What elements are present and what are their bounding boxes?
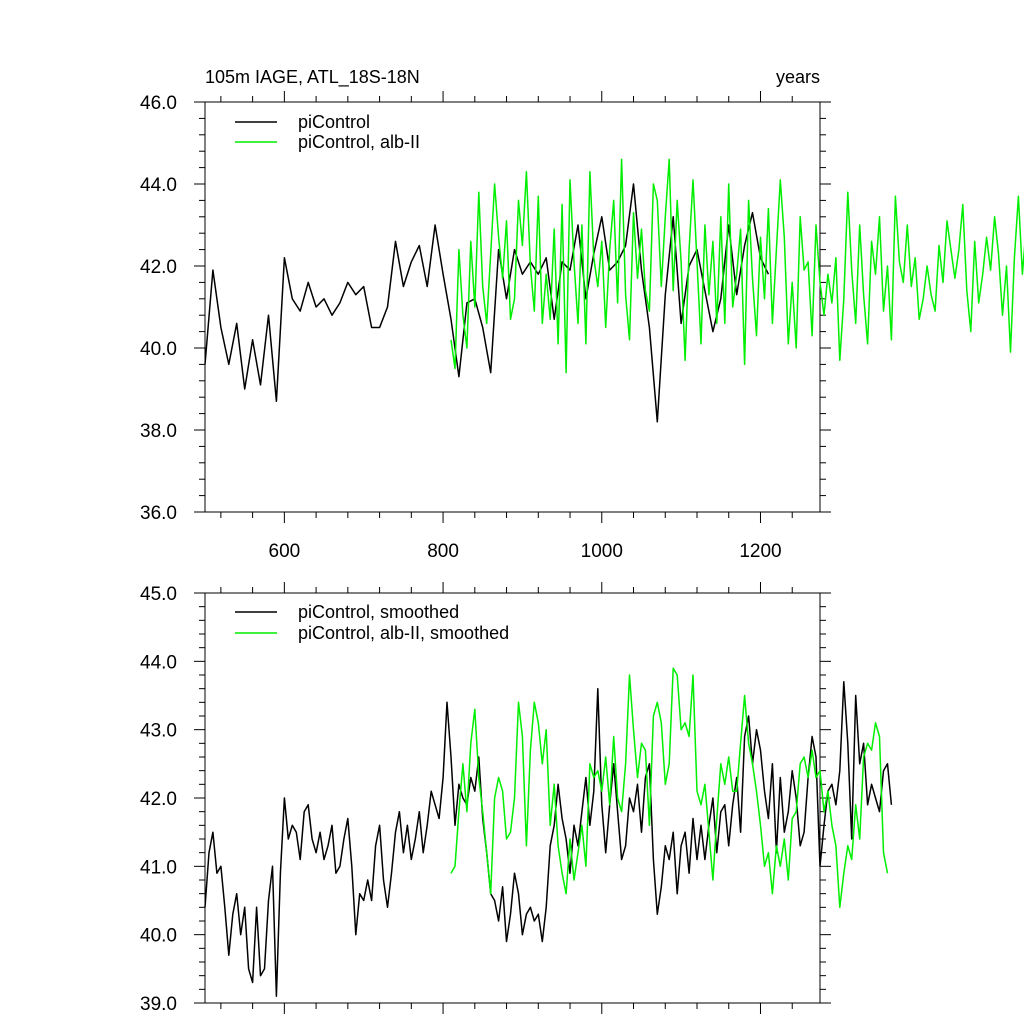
top-series-picontrol-alb-ii [450, 158, 1024, 374]
bottom-y-tick-label: 39.0 [140, 994, 177, 1015]
bottom-y-tick-label: 41.0 [140, 857, 177, 878]
top-y-tick-label: 44.0 [140, 175, 177, 196]
top-x-tick-label: 600 [269, 541, 301, 562]
top-y-tick-label: 36.0 [140, 503, 177, 524]
bottom-plot: 39.0 40.0 41.0 42.0 43.0 44.0 45.0 [140, 582, 893, 1015]
bottom-series-picontrol [204, 681, 893, 997]
top-plot-frame [204, 101, 821, 513]
top-y-tick-label: 46.0 [140, 93, 177, 114]
bottom-y-tick-label: 44.0 [140, 652, 177, 673]
bottom-series-picontrol-alb-ii [450, 667, 889, 909]
top-x-tick-label: 1200 [739, 541, 781, 562]
legend-label-picontrol-smoothed: piControl, smoothed [298, 602, 459, 622]
bottom-y-tick-label: 43.0 [140, 721, 177, 742]
top-x-tick-label: 800 [427, 541, 459, 562]
top-y-tick-label: 40.0 [140, 339, 177, 360]
legend-label-picontrol: piControl [298, 112, 370, 132]
top-legend: piControl piControl, alb-II [235, 112, 420, 152]
bottom-y-tick-label: 40.0 [140, 926, 177, 947]
top-y-tick-label: 42.0 [140, 257, 177, 278]
top-x-tick-label: 1000 [581, 541, 623, 562]
bottom-legend: piControl, smoothed piControl, alb-II, s… [235, 602, 509, 643]
top-plot-title: 105m IAGE, ATL_18S-18N [205, 67, 420, 88]
bottom-y-tick-label: 42.0 [140, 789, 177, 810]
top-plot: 600 800 1000 1200 36.0 38.0 40.0 42.0 44.0 46.0 [140, 91, 1024, 562]
bottom-y-tick-label: 45.0 [140, 584, 177, 605]
top-plot-right-title: years [776, 67, 820, 87]
top-y-tick-label: 38.0 [140, 421, 177, 442]
legend-label-picontrol-alb-ii-smoothed: piControl, alb-II, smoothed [298, 623, 509, 643]
top-series-picontrol [204, 183, 770, 423]
legend-label-picontrol-alb-ii: piControl, alb-II [298, 132, 420, 152]
